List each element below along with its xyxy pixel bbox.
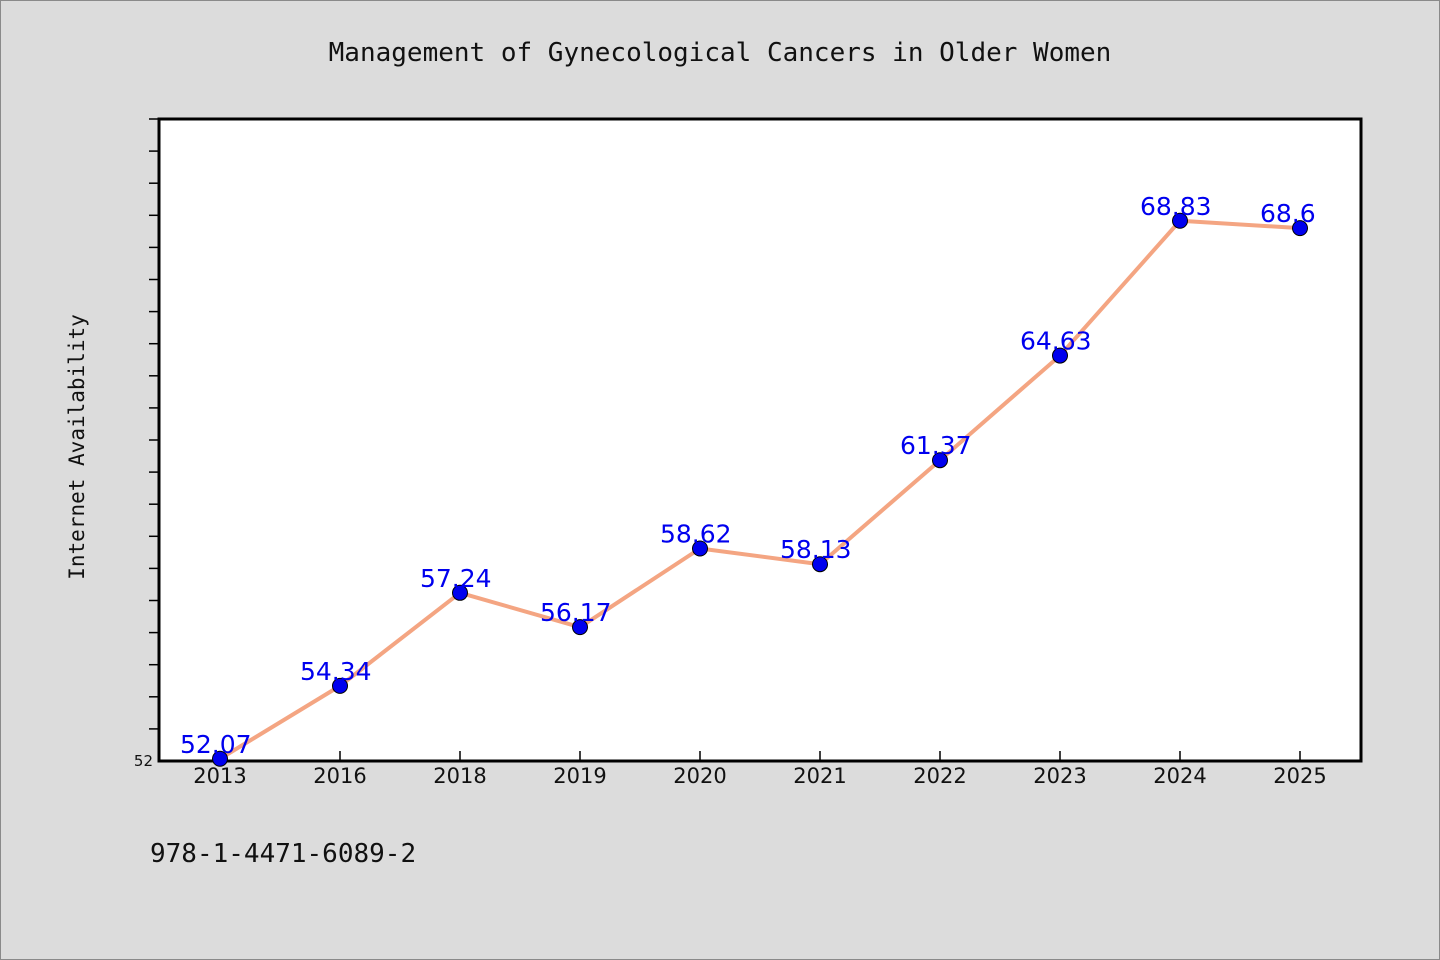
data-label: 68.6 — [1260, 199, 1316, 228]
data-point — [932, 452, 948, 469]
y-tick-label: 52 — [134, 752, 153, 770]
data-label: 54.34 — [300, 657, 372, 686]
y-axis-ticks: 52 — [134, 118, 159, 770]
data-point — [452, 584, 468, 601]
x-tick-label: 2021 — [793, 764, 846, 788]
data-point — [812, 556, 828, 573]
data-label: 61.37 — [900, 431, 972, 460]
x-tick-label: 2019 — [553, 764, 606, 788]
data-label: 58.13 — [780, 535, 852, 564]
data-point — [1052, 347, 1068, 364]
data-label: 57.24 — [420, 564, 492, 593]
chart-title: Management of Gynecological Cancers in O… — [329, 38, 1112, 68]
x-tick-label: 2024 — [1153, 764, 1206, 788]
y-axis-label: Internet Availability — [65, 314, 89, 580]
x-tick-label: 2022 — [913, 764, 966, 788]
series-layer: 52.07 54.34 57.24 56.17 58.62 58.13 61.37 64.63… — [180, 192, 1316, 767]
data-label: 64.63 — [1020, 327, 1092, 356]
x-tick-label: 2016 — [313, 764, 366, 788]
data-point — [1172, 212, 1188, 229]
data-label: 52.07 — [180, 730, 252, 759]
series-line — [218, 218, 1301, 761]
data-label: 56.17 — [540, 598, 612, 627]
x-tick-label: 2025 — [1273, 764, 1326, 788]
isbn-footer: 978-1-4471-6089-2 — [150, 839, 416, 869]
data-point — [332, 677, 348, 694]
data-point — [692, 540, 708, 557]
data-label: 68.83 — [1140, 192, 1212, 221]
x-tick-label: 2020 — [673, 764, 726, 788]
x-tick-label: 2023 — [1033, 764, 1086, 788]
x-tick-label: 2013 — [193, 764, 246, 788]
x-axis-ticks: 2013 2016 2018 2019 2020 2021 2022 2023 2024 2025 — [193, 751, 1327, 788]
x-tick-label: 2018 — [433, 764, 486, 788]
data-point — [1292, 220, 1308, 237]
data-label: 58.62 — [660, 519, 732, 548]
plot-area — [157, 117, 1363, 763]
data-point — [572, 619, 588, 636]
data-point — [212, 750, 228, 767]
